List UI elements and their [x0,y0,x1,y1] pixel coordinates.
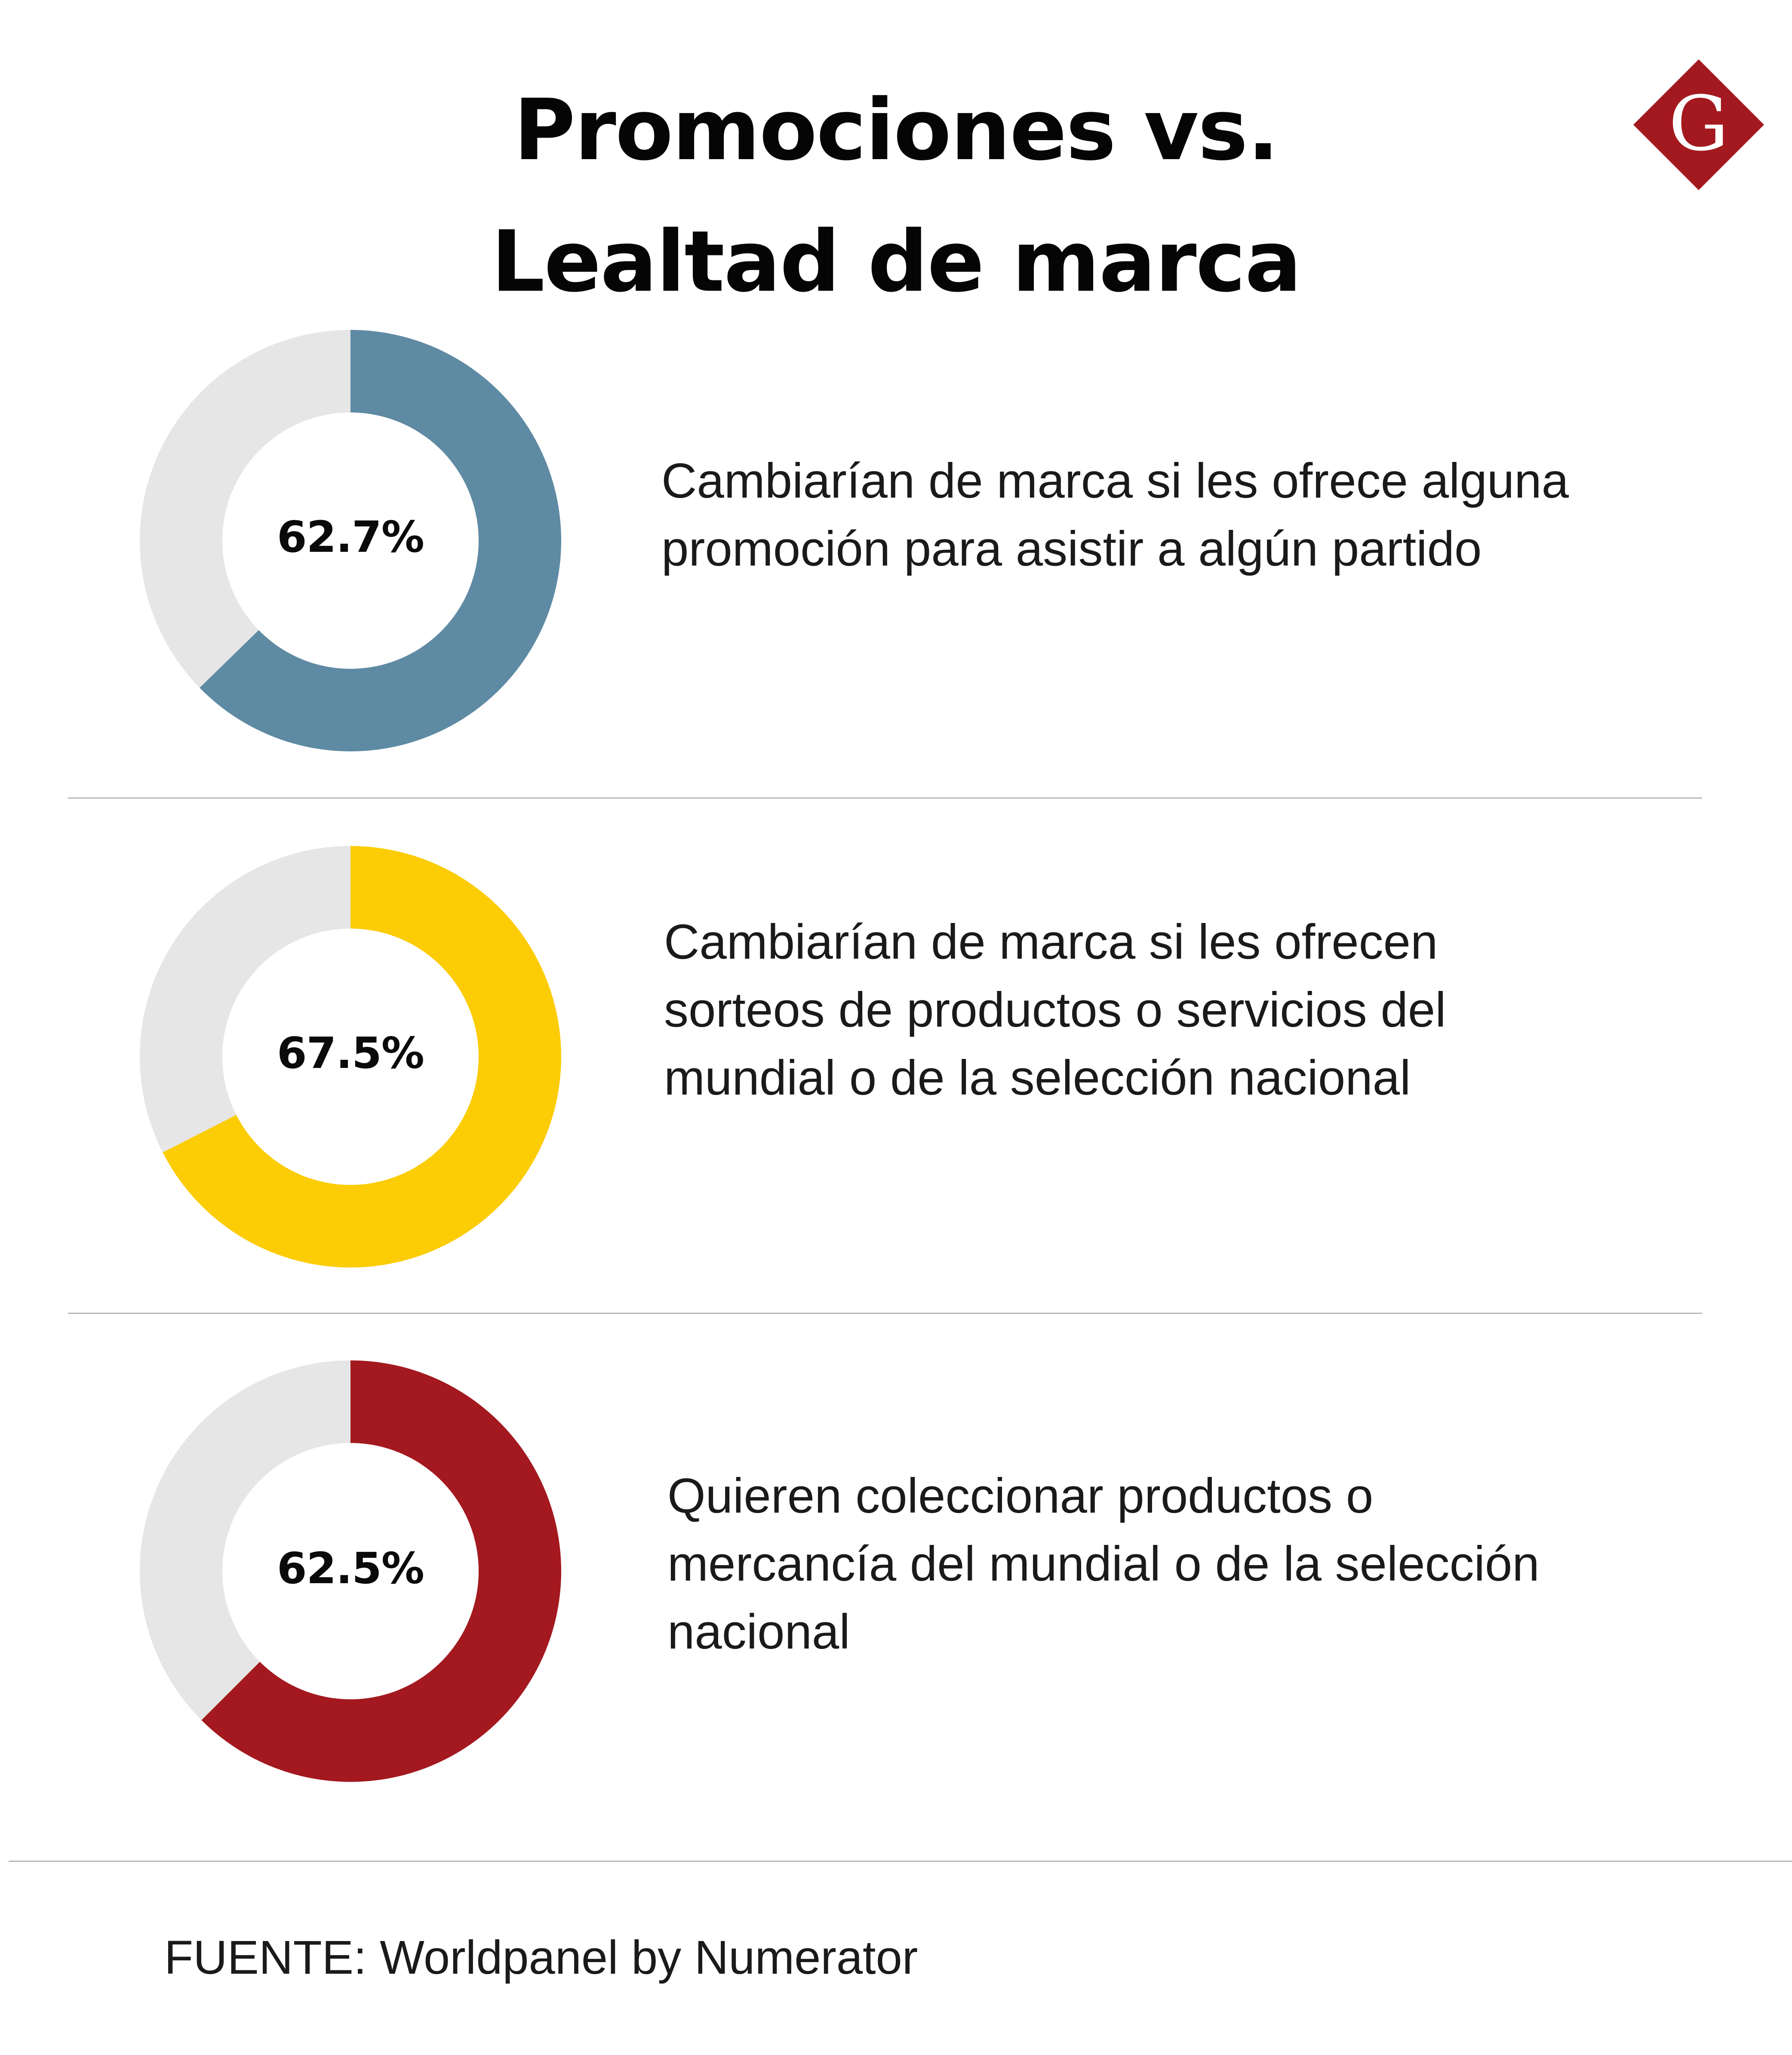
publisher-logo-icon: G [1633,59,1764,190]
donut-chart-2 [140,846,562,1267]
source-note: FUENTE: Worldpanel by Numerator [164,1931,918,1984]
title-line-2: Lealtad de marca [491,213,1302,311]
donut-chart-1 [139,330,561,752]
donut-value-slice-2 [163,846,562,1267]
donut-value-label-2: 67.5% [277,1028,424,1078]
footer-divider [9,1861,1792,1862]
title-line-1: Promociones vs. [513,81,1279,179]
donut-value-slice-3 [201,1360,561,1782]
donut-value-label-1: 62.7% [277,512,424,562]
chart-title: Promociones vs. Lealtad de marca [0,65,1792,328]
donut-remainder-slice-1 [139,330,350,688]
donut-value-slice-1 [200,330,561,752]
donut-remainder-slice-3 [140,1360,350,1720]
donut-value-label-3: 62.5% [277,1543,424,1594]
donut-remainder-slice-2 [140,846,350,1153]
donut-description-3: Quieren coleccionar productos o mercancí… [667,1469,1540,1659]
donut-description-2: Cambiarían de marca si les ofrecen sorte… [664,915,1446,1105]
logo-letter: G [1669,80,1729,168]
donut-chart-3 [140,1360,561,1782]
row-divider-2 [68,1313,1702,1314]
logo-diamond [1633,59,1764,190]
row-divider-1 [68,797,1702,799]
donut-description-1: Cambiarían de marca si les ofrece alguna… [661,454,1569,576]
